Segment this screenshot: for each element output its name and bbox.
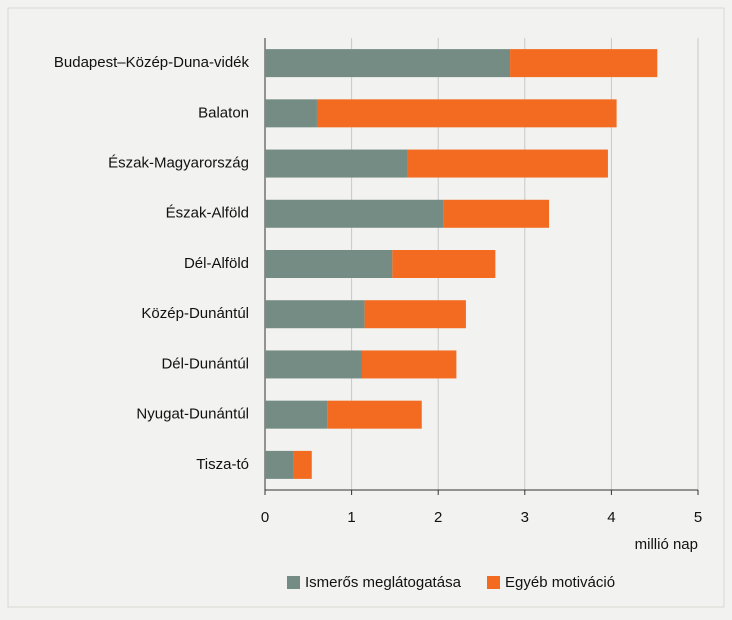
bar-segment [510,49,658,78]
y-tick-label: Budapest–Közép-Duna-vidék [54,54,250,71]
y-tick-label: Dél-Alföld [184,255,249,272]
x-axis-label: millió nap [635,536,698,553]
bar-segment [327,400,422,429]
bar-segment [361,350,457,379]
x-tick-label: 0 [261,509,269,526]
bar-segment [265,300,365,329]
bar-segment [443,199,550,228]
bar-segment [407,149,608,178]
x-tick-label: 4 [607,509,615,526]
legend-label: Ismerős meglátogatása [305,574,462,591]
bar-segment [265,250,393,278]
y-tick-label: Dél-Dunántúl [161,355,249,372]
y-tick-label: Észak-Magyarország [108,155,249,172]
y-tick-label: Észak-Alföld [166,205,249,222]
x-tick-label: 1 [347,509,355,526]
x-tick-label: 5 [694,509,702,526]
bar-segment [265,99,317,128]
bar-segment [316,99,617,128]
legend-label: Egyéb motiváció [505,574,615,591]
legend-swatch [487,576,500,589]
bar-segment [265,350,362,379]
y-tick-label: Balaton [198,104,249,121]
y-tick-label: Tisza-tó [196,456,249,473]
bar-segment [265,450,294,479]
x-tick-label: 2 [434,509,442,526]
bar-segment [265,199,444,228]
bar-segment [392,250,496,278]
bar-segment [364,300,466,329]
y-tick-label: Közép-Dunántúl [141,305,249,322]
bar-segment [265,400,328,429]
x-tick-label: 3 [521,509,529,526]
y-tick-label: Nyugat-Dunántúl [136,406,249,423]
legend-swatch [287,576,300,589]
bar-segment [293,450,312,479]
bar-segment [265,49,511,78]
bar-segment [265,149,408,178]
